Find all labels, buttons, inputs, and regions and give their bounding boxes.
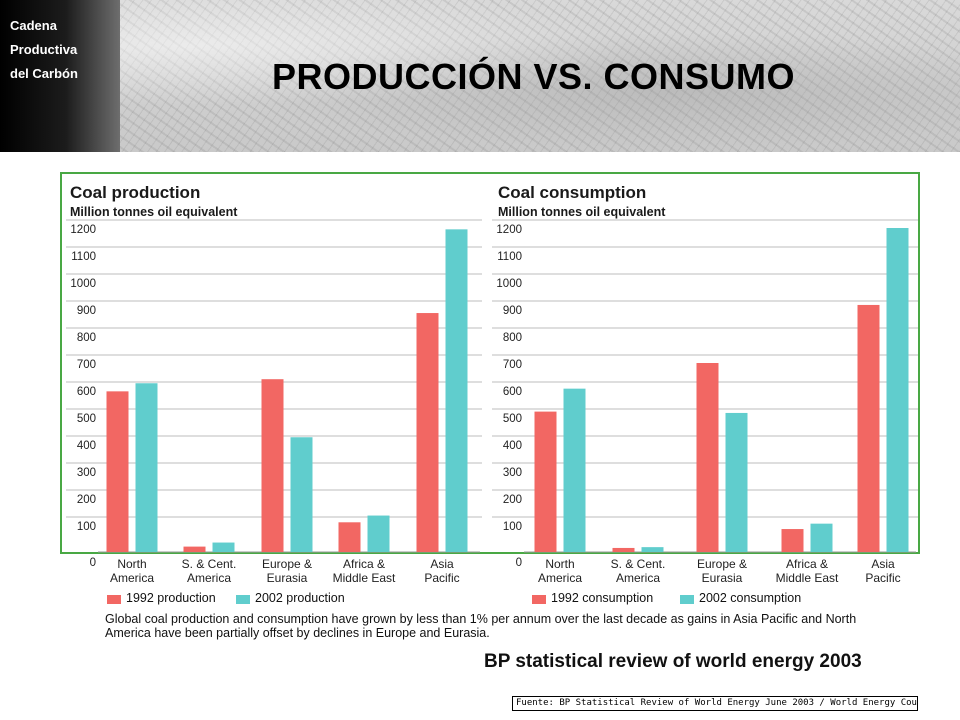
bp-review-title: BP statistical review of world energy 20… <box>484 651 862 672</box>
bar-consumption-1992 <box>612 547 635 552</box>
y-tick-label: 0 <box>516 557 522 569</box>
bar-production-2002 <box>135 383 158 552</box>
y-tick-label: 500 <box>503 413 522 425</box>
bar-consumption-2002 <box>886 228 909 552</box>
bar-production-1992 <box>338 522 361 552</box>
corner-block: Cadena Productiva del Carbón <box>0 0 120 152</box>
bar-production-2002 <box>212 542 235 552</box>
bar-production-1992 <box>261 379 284 552</box>
y-tick-label: 700 <box>503 359 522 371</box>
y-tick-label: 1000 <box>496 278 522 290</box>
x-tick-label: Asia <box>871 557 895 571</box>
y-tick-label: 1200 <box>496 224 522 236</box>
x-tick-label: North <box>545 557 574 571</box>
bar-consumption-1992 <box>781 529 804 552</box>
bar-consumption-2002 <box>725 412 748 552</box>
source-note: Fuente: BP Statistical Review of World E… <box>512 696 918 711</box>
y-tick-label: 900 <box>503 305 522 317</box>
chart-subtitle: Million tonnes oil equivalent <box>70 205 238 219</box>
x-tick-label: Pacific <box>865 571 900 585</box>
bar-consumption-1992 <box>696 363 719 552</box>
legend-swatch-1992-production <box>107 595 121 604</box>
bar-production-2002 <box>290 437 313 552</box>
bar-consumption-2002 <box>810 523 833 552</box>
bar-production-1992 <box>183 546 206 552</box>
bar-consumption-2002 <box>641 547 664 552</box>
y-tick-label: 400 <box>503 440 522 452</box>
chart-title: Coal production <box>70 183 200 202</box>
x-tick-label: Eurasia <box>702 571 743 585</box>
x-tick-label: North <box>117 557 146 571</box>
y-tick-label: 1100 <box>497 251 522 263</box>
y-tick-label: 500 <box>77 413 96 425</box>
y-tick-label: 400 <box>77 440 96 452</box>
y-tick-label: 1000 <box>70 278 96 290</box>
x-tick-label: S. & Cent. <box>611 557 666 571</box>
y-tick-label: 800 <box>77 332 96 344</box>
x-tick-label: Europe & <box>262 557 312 571</box>
y-tick-label: 1200 <box>70 224 96 236</box>
bar-consumption-1992 <box>534 411 557 552</box>
y-tick-label: 100 <box>503 521 522 533</box>
y-tick-label: 800 <box>503 332 522 344</box>
y-tick-label: 600 <box>77 386 96 398</box>
y-tick-label: 0 <box>90 557 96 569</box>
legend-label-2002-consumption: 2002 consumption <box>699 591 802 605</box>
y-tick-label: 600 <box>503 386 522 398</box>
bar-consumption-2002 <box>563 388 586 552</box>
legend-label-1992-consumption: 1992 consumption <box>551 591 654 605</box>
legend-swatch-1992-consumption <box>532 595 546 604</box>
legend-label-1992-production: 1992 production <box>126 591 216 605</box>
x-tick-label: Asia <box>430 557 454 571</box>
bar-production-2002 <box>445 229 468 552</box>
x-tick-label: Europe & <box>697 557 747 571</box>
corner-label-line: Productiva <box>10 42 78 57</box>
x-tick-label: America <box>110 571 154 585</box>
y-tick-label: 900 <box>77 305 96 317</box>
corner-label-line: del Carbón <box>10 66 78 81</box>
x-tick-label: Eurasia <box>267 571 308 585</box>
x-tick-label: America <box>187 571 231 585</box>
chart-caption: Global coal production and consumption h… <box>105 612 857 640</box>
x-tick-label: Pacific <box>424 571 459 585</box>
bar-production-2002 <box>367 515 390 552</box>
y-tick-label: 1100 <box>71 251 96 263</box>
chart-subtitle: Million tonnes oil equivalent <box>498 205 666 219</box>
chart-frame <box>60 172 920 554</box>
y-tick-label: 300 <box>77 467 96 479</box>
y-tick-label: 100 <box>77 521 96 533</box>
bar-consumption-1992 <box>857 304 880 552</box>
corner-label: Cadena Productiva del Carbón <box>10 14 115 86</box>
marble-header: Cadena Productiva del Carbón PRODUCCIÓN … <box>0 0 960 152</box>
y-tick-label: 300 <box>503 467 522 479</box>
y-tick-label: 200 <box>503 494 522 506</box>
x-tick-label: Africa & <box>786 557 828 571</box>
legend-swatch-2002-consumption <box>680 595 694 604</box>
x-tick-label: America <box>616 571 660 585</box>
corner-label-line: Cadena <box>10 18 57 33</box>
y-tick-label: 700 <box>77 359 96 371</box>
chart-title: Coal consumption <box>498 183 646 202</box>
legend-swatch-2002-production <box>236 595 250 604</box>
x-tick-label: Middle East <box>333 571 396 585</box>
x-tick-label: S. & Cent. <box>182 557 237 571</box>
bar-production-1992 <box>416 313 439 552</box>
y-tick-label: 200 <box>77 494 96 506</box>
page-title: PRODUCCIÓN VS. CONSUMO <box>272 56 796 97</box>
x-tick-label: Africa & <box>343 557 385 571</box>
bar-production-1992 <box>106 391 129 552</box>
x-tick-label: Middle East <box>776 571 839 585</box>
legend-label-2002-production: 2002 production <box>255 591 345 605</box>
x-tick-label: America <box>538 571 582 585</box>
